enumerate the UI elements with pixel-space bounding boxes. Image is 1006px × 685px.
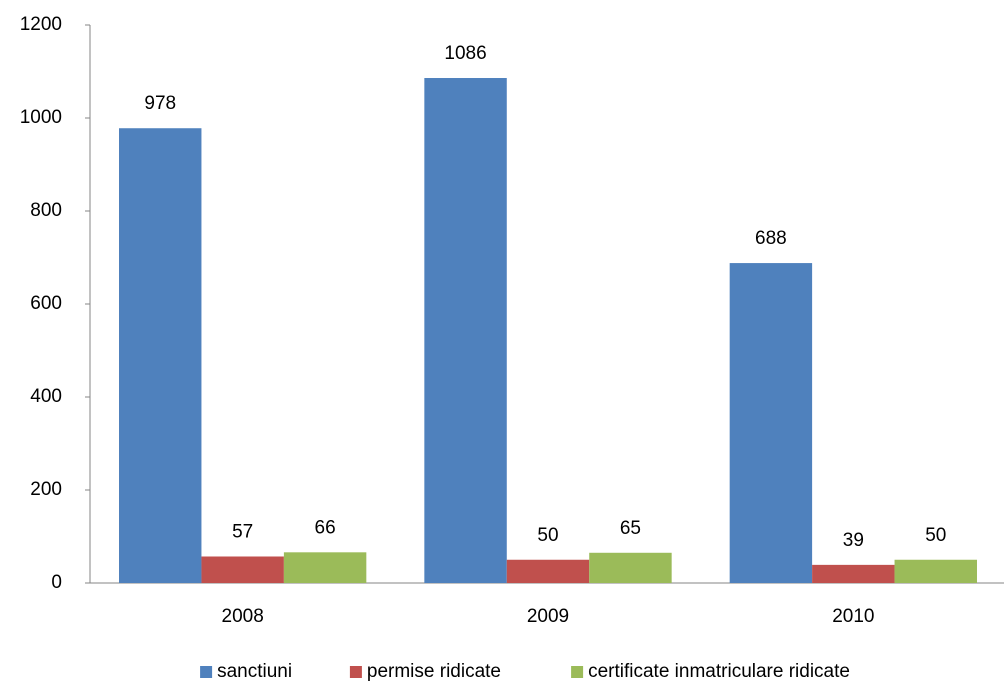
value-label: 50 — [925, 525, 946, 546]
value-label: 688 — [755, 228, 787, 249]
value-label: 978 — [144, 93, 176, 114]
y-tick-label: 800 — [30, 200, 62, 221]
legend-label: certificate inmatriculare ridicate — [588, 661, 850, 682]
value-label: 57 — [232, 522, 253, 543]
y-tick-label: 1200 — [20, 14, 62, 35]
bar — [812, 564, 895, 583]
x-tick-label: 2008 — [222, 606, 264, 627]
value-label: 65 — [620, 518, 641, 539]
value-label: 50 — [537, 525, 558, 546]
x-tick-label: 2010 — [832, 606, 874, 627]
bar — [589, 552, 672, 583]
bar — [201, 556, 284, 583]
legend-swatch — [571, 666, 584, 678]
bar — [424, 78, 507, 583]
value-label: 39 — [843, 530, 864, 551]
y-tick-label: 1000 — [20, 107, 62, 128]
y-tick-label: 600 — [30, 293, 62, 314]
legend-swatch — [349, 666, 362, 678]
y-tick-label: 200 — [30, 479, 62, 500]
y-tick-label: 0 — [51, 572, 62, 593]
bar — [283, 552, 367, 583]
value-label: 66 — [315, 517, 336, 538]
bar — [506, 559, 590, 583]
legend-label: sanctiuni — [217, 661, 292, 682]
x-tick-label: 2009 — [527, 606, 569, 627]
legend-label: permise ridicate — [367, 661, 501, 682]
y-tick-label: 400 — [30, 386, 62, 407]
bar — [119, 128, 202, 584]
bar — [729, 263, 813, 583]
bar — [894, 559, 977, 583]
value-label: 1086 — [444, 43, 486, 64]
legend-swatch — [200, 666, 213, 678]
